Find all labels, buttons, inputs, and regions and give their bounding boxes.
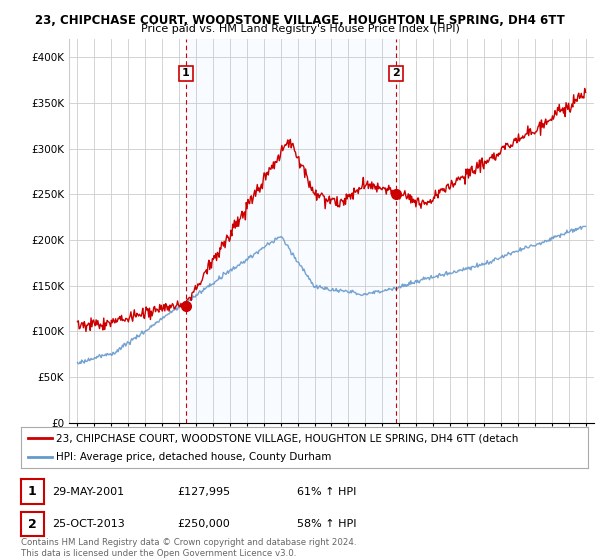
Bar [186,39,396,423]
Text: 58% ↑ HPI: 58% ↑ HPI [297,519,356,529]
Text: 29-MAY-2001: 29-MAY-2001 [52,487,124,497]
Text: 1: 1 [182,68,190,78]
Text: 1: 1 [28,485,37,498]
Text: Price paid vs. HM Land Registry's House Price Index (HPI): Price paid vs. HM Land Registry's House … [140,24,460,34]
Text: 23, CHIPCHASE COURT, WOODSTONE VILLAGE, HOUGHTON LE SPRING, DH4 6TT (detach: 23, CHIPCHASE COURT, WOODSTONE VILLAGE, … [56,433,518,443]
Text: Contains HM Land Registry data © Crown copyright and database right 2024.
This d: Contains HM Land Registry data © Crown c… [21,538,356,558]
Text: £250,000: £250,000 [177,519,230,529]
Text: 61% ↑ HPI: 61% ↑ HPI [297,487,356,497]
Text: 2: 2 [28,517,37,531]
Text: £127,995: £127,995 [177,487,230,497]
Text: HPI: Average price, detached house, County Durham: HPI: Average price, detached house, Coun… [56,452,332,461]
Text: 25-OCT-2013: 25-OCT-2013 [52,519,125,529]
Text: 2: 2 [392,68,400,78]
Text: 23, CHIPCHASE COURT, WOODSTONE VILLAGE, HOUGHTON LE SPRING, DH4 6TT: 23, CHIPCHASE COURT, WOODSTONE VILLAGE, … [35,14,565,27]
